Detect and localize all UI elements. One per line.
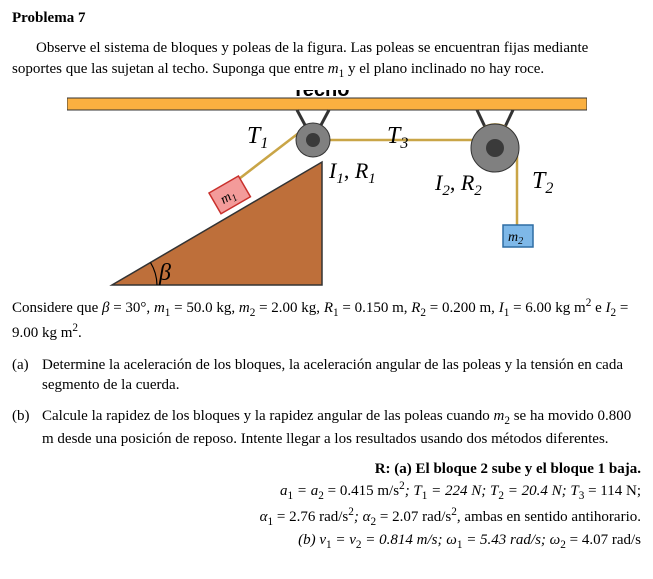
- part-b-text-a: Calcule la rapidez de los bloques y la r…: [42, 408, 494, 424]
- a-r3b: = 2.76 rad/s: [273, 509, 348, 525]
- t2-sub: 2: [545, 180, 553, 197]
- c-eq5: = 0.200 m,: [426, 300, 499, 316]
- a-r4b: = v: [332, 532, 356, 548]
- a-r2c: = 0.415 m/s: [324, 483, 399, 499]
- svg-text:I1, R1: I1, R1: [328, 158, 376, 187]
- svg-text:T2: T2: [532, 168, 553, 197]
- r1-label: R: [353, 158, 368, 183]
- t3-sub: 3: [399, 135, 408, 152]
- beta-label: β: [158, 260, 171, 286]
- a-r2a: a: [280, 483, 288, 499]
- part-b-m2: m: [494, 408, 505, 424]
- a-r2g: = 114 N;: [584, 483, 641, 499]
- intro-m1: m: [328, 61, 339, 77]
- c-eq7: e: [591, 300, 605, 316]
- t1-sub: 1: [260, 135, 268, 152]
- answers-block: R: (a) El bloque 2 sube y el bloque 1 ba…: [12, 459, 641, 553]
- incline: [112, 162, 322, 285]
- m2-label-sub: 2: [518, 236, 523, 247]
- consider-prefix: Considere que: [12, 300, 102, 316]
- ans-row1: R: (a) El bloque 2 sube y el bloque 1 ba…: [12, 459, 641, 479]
- i1-sub: 1: [336, 171, 344, 187]
- a-r3c: ; α: [354, 509, 371, 525]
- m2-label: m: [508, 230, 518, 245]
- c-eq4: = 0.150 m,: [339, 300, 412, 316]
- a-r2e: = 224 N; T: [427, 483, 498, 499]
- r2-sub: 2: [474, 183, 482, 199]
- c-eq1: = 30°,: [109, 300, 153, 316]
- svg-text:I2, R2: I2, R2: [434, 170, 482, 199]
- a-r2b: = a: [293, 483, 318, 499]
- a-r2d: ; T: [405, 483, 422, 499]
- a-r4d: = 5.43 rad/s; ω: [462, 532, 560, 548]
- a-r3a: α: [260, 509, 268, 525]
- r2-label: R: [459, 170, 474, 195]
- part-a-text: Determine la aceleración de los bloques,…: [42, 355, 641, 396]
- diagram-container: Techo m 1: [12, 90, 641, 290]
- part-a: (a) Determine la aceleración de los bloq…: [12, 355, 641, 396]
- part-b: (b) Calcule la rapidez de los bloques y …: [12, 406, 641, 449]
- intro-paragraph: Observe el sistema de bloques y poleas d…: [12, 38, 641, 81]
- ans-row2: a1 = a2 = 0.415 m/s2; T1 = 224 N; T2 = 2…: [12, 479, 641, 504]
- consider-paragraph: Considere que β = 30°, m1 = 50.0 kg, m2 …: [12, 296, 641, 343]
- physics-diagram: Techo m 1: [67, 90, 587, 290]
- part-b-text: Calcule la rapidez de los bloques y la r…: [42, 406, 641, 449]
- pulley2-inner: [486, 139, 504, 157]
- intro-text-b: y el plano inclinado no hay roce.: [344, 61, 544, 77]
- a-r3d: = 2.07 rad/s: [376, 509, 451, 525]
- c-m1: m: [154, 300, 165, 316]
- parts-list: (a) Determine la aceleración de los bloq…: [12, 355, 641, 449]
- svg-text:T3: T3: [387, 123, 408, 152]
- c-eq3: = 2.00 kg,: [255, 300, 323, 316]
- a-r3e: , ambas en sentido antihorario.: [457, 509, 641, 525]
- a-r4a: (b) v: [298, 532, 326, 548]
- c-eq6: = 6.00 kg m: [509, 300, 585, 316]
- r1-sub: 1: [368, 171, 376, 187]
- ans-row4: (b) v1 = v2 = 0.814 m/s; ω1 = 5.43 rad/s…: [12, 530, 641, 553]
- c-r1: R: [324, 300, 333, 316]
- c-eq9: .: [78, 325, 82, 341]
- problem-title: Problema 7: [12, 8, 641, 28]
- pulley1-inner: [306, 133, 320, 147]
- c-m2: m: [239, 300, 250, 316]
- part-b-label: (b): [12, 406, 42, 449]
- c-eq2: = 50.0 kg,: [170, 300, 238, 316]
- ceiling-label: Techo: [292, 90, 349, 101]
- a-r2f: = 20.4 N; T: [504, 483, 579, 499]
- svg-text:T1: T1: [247, 123, 268, 152]
- part-a-label: (a): [12, 355, 42, 396]
- a-r4e: = 4.07 rad/s: [566, 532, 641, 548]
- ans-row3: α1 = 2.76 rad/s2; α2 = 2.07 rad/s2, amba…: [12, 505, 641, 530]
- ans-r1: R: (a) El bloque 2 sube y el bloque 1 ba…: [375, 461, 641, 477]
- a-r4c: = 0.814 m/s; ω: [362, 532, 457, 548]
